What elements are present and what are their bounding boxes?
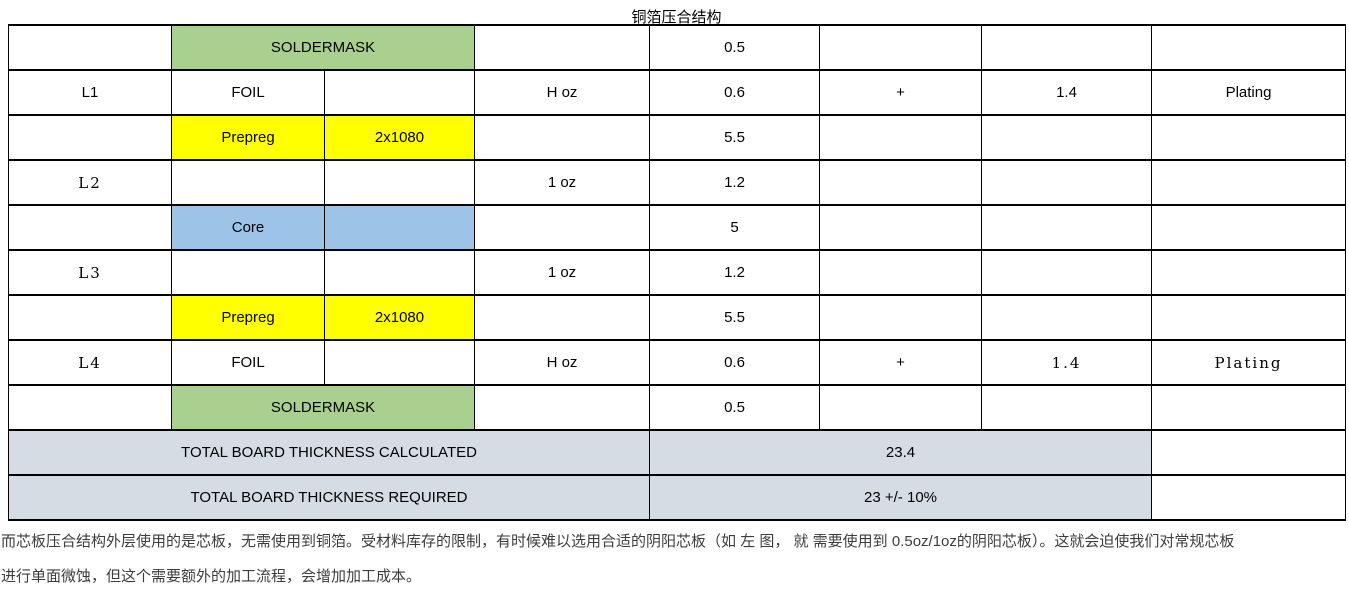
l3-copper-weight-cell: 1 oz	[474, 249, 651, 296]
empty-cell	[981, 114, 1153, 161]
l1-layer-cell: L1	[8, 69, 172, 116]
empty-cell	[8, 294, 172, 341]
total-required-label-cell: TOTAL BOARD THICKNESS REQUIRED	[7, 474, 651, 521]
soldermask-bottom-thickness-cell: 0.5	[649, 384, 821, 431]
soldermask-top-thickness-cell: 0.5	[649, 24, 821, 71]
l4-plus-cell: +	[819, 339, 983, 386]
row-l2: L2 1 oz 1.2	[8, 159, 1347, 206]
row-soldermask-bottom: SOLDERMASK 0.5	[8, 384, 1347, 431]
prepreg-top-material-cell: Prepreg	[171, 114, 325, 161]
empty-cell	[819, 249, 983, 296]
empty-cell	[981, 249, 1153, 296]
empty-cell	[8, 114, 172, 161]
empty-cell	[1151, 474, 1347, 521]
core-spec-cell	[323, 204, 476, 251]
empty-cell	[474, 114, 651, 161]
empty-cell	[1151, 204, 1347, 251]
empty-cell	[8, 24, 172, 71]
empty-cell	[981, 159, 1153, 206]
empty-cell	[8, 204, 172, 251]
prepreg-top-thickness-cell: 5.5	[649, 114, 821, 161]
empty-cell	[474, 24, 651, 71]
l3-thickness-cell: 1.2	[649, 249, 821, 296]
empty-cell	[819, 204, 983, 251]
total-calculated-value-cell: 23.4	[649, 429, 1153, 476]
empty-cell	[819, 114, 983, 161]
prepreg-bottom-material-cell: Prepreg	[171, 294, 325, 341]
l4-material-cell: FOIL	[171, 339, 325, 386]
empty-cell	[819, 384, 983, 431]
soldermask-bottom-material-cell: SOLDERMASK	[170, 384, 476, 431]
l2-layer-cell: L2	[8, 159, 172, 206]
row-total-required: TOTAL BOARD THICKNESS REQUIRED 23 +/- 10…	[7, 474, 1347, 521]
footnote-line-1: 而芯板压合结构外层使用的是芯板，无需使用到铜箔。受材料库存的限制，有时候难以选用…	[1, 533, 1235, 550]
row-l3: L3 1 oz 1.2	[8, 249, 1347, 296]
row-l1: L1 FOIL H oz 0.6 + 1.4 Plating	[8, 69, 1347, 116]
empty-cell	[981, 294, 1153, 341]
empty-cell	[171, 249, 325, 296]
empty-cell	[1151, 429, 1347, 476]
l2-copper-weight-cell: 1 oz	[474, 159, 651, 206]
l2-thickness-cell: 1.2	[649, 159, 821, 206]
l4-thickness-cell: 0.6	[649, 339, 821, 386]
table-title: 铜箔压合结构	[631, 9, 722, 26]
empty-cell	[819, 294, 983, 341]
empty-cell	[1151, 159, 1347, 206]
footnote-line-2: 进行单面微蚀，但这个需要额外的加工流程，会增加加工成本。	[1, 568, 422, 585]
empty-cell	[981, 24, 1153, 71]
empty-cell	[171, 159, 325, 206]
empty-cell	[1151, 249, 1347, 296]
l4-layer-cell: L4	[8, 339, 172, 386]
l1-plating-thickness-cell: 1.4	[981, 69, 1153, 116]
empty-cell	[323, 249, 476, 296]
total-required-value-cell: 23 +/- 10%	[649, 474, 1153, 521]
stackup-table: SOLDERMASK 0.5 L1 FOIL H oz 0.6 + 1.4 Pl…	[7, 24, 1347, 521]
core-material-cell: Core	[171, 204, 325, 251]
prepreg-bottom-thickness-cell: 5.5	[649, 294, 821, 341]
empty-cell	[474, 204, 651, 251]
l1-copper-weight-cell: H oz	[474, 69, 651, 116]
row-soldermask-top: SOLDERMASK 0.5	[8, 24, 1347, 71]
row-core: Core 5	[8, 204, 1347, 251]
empty-cell	[1151, 114, 1347, 161]
l4-copper-weight-cell: H oz	[474, 339, 651, 386]
row-prepreg-bottom: Prepreg 2x1080 5.5	[8, 294, 1347, 341]
row-l4: L4 FOIL H oz 0.6 + 1.4 Plating	[8, 339, 1347, 386]
empty-cell	[1151, 24, 1347, 71]
l3-layer-cell: L3	[8, 249, 172, 296]
empty-cell	[819, 159, 983, 206]
empty-cell	[474, 384, 651, 431]
l1-plus-cell: +	[819, 69, 983, 116]
empty-cell	[323, 339, 476, 386]
prepreg-bottom-spec-cell: 2x1080	[323, 294, 476, 341]
empty-cell	[474, 294, 651, 341]
core-thickness-cell: 5	[649, 204, 821, 251]
empty-cell	[323, 159, 476, 206]
empty-cell	[981, 384, 1153, 431]
empty-cell	[1151, 384, 1347, 431]
empty-cell	[981, 204, 1153, 251]
footnote: 而芯板压合结构外层使用的是芯板，无需使用到铜箔。受材料库存的限制，有时候难以选用…	[0, 524, 1349, 594]
row-total-calculated: TOTAL BOARD THICKNESS CALCULATED 23.4	[7, 429, 1347, 476]
empty-cell	[819, 24, 983, 71]
empty-cell	[1151, 294, 1347, 341]
row-prepreg-top: Prepreg 2x1080 5.5	[8, 114, 1347, 161]
prepreg-top-spec-cell: 2x1080	[323, 114, 476, 161]
l4-process-cell: Plating	[1151, 339, 1347, 386]
empty-cell	[8, 384, 172, 431]
l1-process-cell: Plating	[1151, 69, 1347, 116]
l1-thickness-cell: 0.6	[649, 69, 821, 116]
empty-cell	[323, 69, 476, 116]
total-calculated-label-cell: TOTAL BOARD THICKNESS CALCULATED	[7, 429, 651, 476]
l4-plating-thickness-cell: 1.4	[981, 339, 1153, 386]
l1-material-cell: FOIL	[171, 69, 325, 116]
soldermask-top-material-cell: SOLDERMASK	[170, 24, 476, 71]
